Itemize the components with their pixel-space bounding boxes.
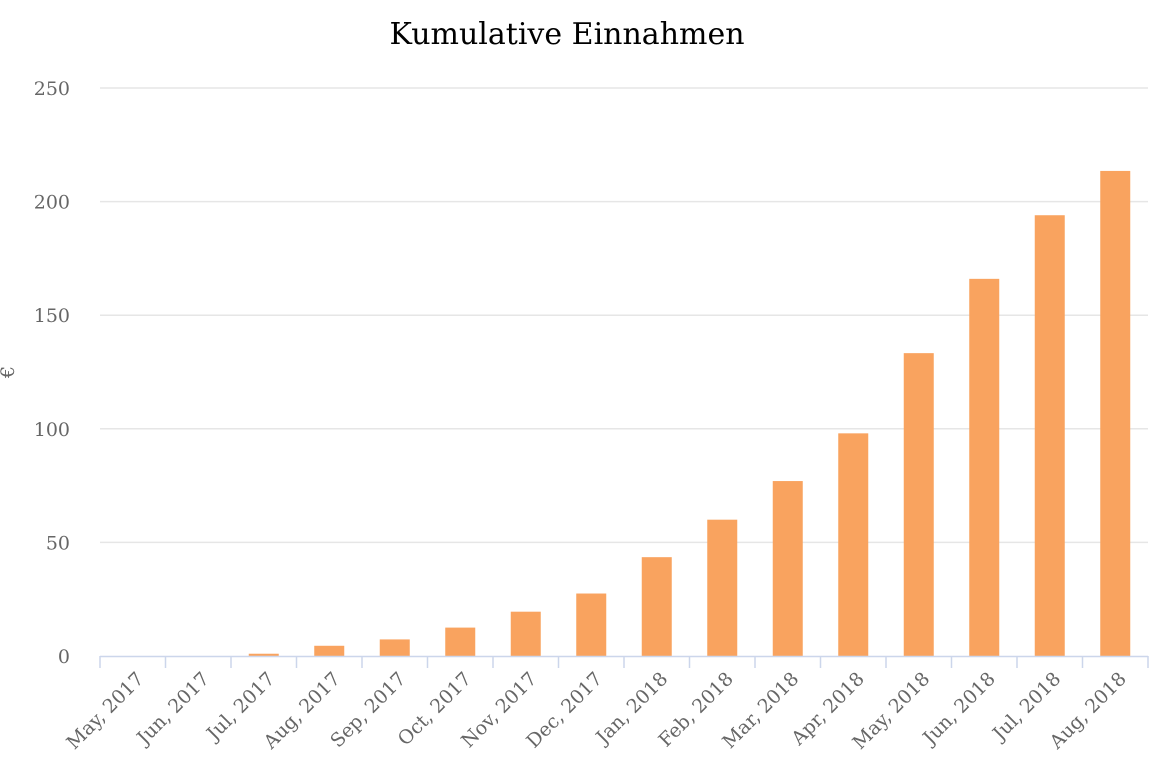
bar [510, 611, 541, 656]
bar [969, 278, 1000, 656]
bar [314, 645, 345, 656]
y-tick-labels: 0 50 100 150 200 250 [34, 78, 70, 668]
bar [248, 653, 279, 656]
bar [903, 353, 934, 656]
x-tick-label: May, 2017 [62, 668, 148, 754]
bar [838, 433, 869, 656]
bar [576, 593, 607, 656]
bar [641, 557, 672, 656]
x-axis [99, 655, 1149, 668]
bar [1100, 170, 1131, 657]
y-tick-label: 200 [34, 192, 70, 214]
bar [772, 481, 803, 656]
bar [445, 627, 476, 656]
chart-title: Kumulative Einnahmen [389, 17, 744, 52]
bars [248, 170, 1131, 657]
y-tick-label: 0 [58, 646, 70, 668]
bar [707, 519, 738, 656]
y-tick-label: 100 [34, 419, 70, 441]
y-axis-label: € [0, 366, 19, 379]
y-tick-label: 250 [34, 78, 70, 100]
y-tick-label: 150 [34, 305, 70, 327]
bar [1034, 215, 1065, 656]
bar [379, 639, 410, 656]
y-tick-label: 50 [46, 532, 70, 554]
